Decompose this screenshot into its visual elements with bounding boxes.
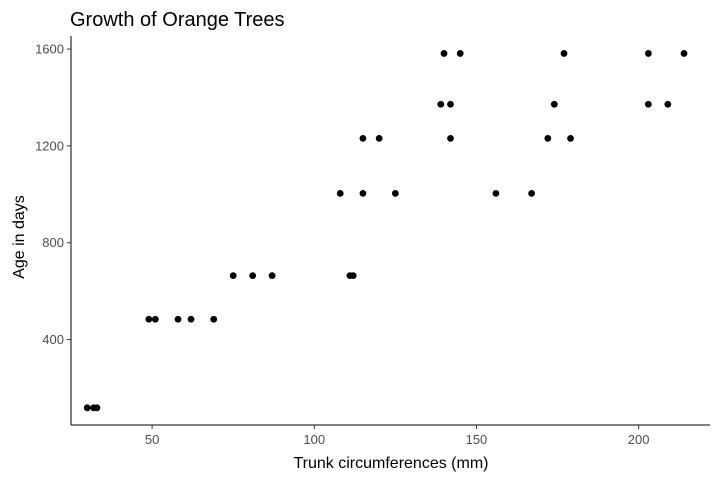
x-tick-label: 50	[145, 432, 159, 447]
data-point	[391, 189, 399, 197]
chart-title: Growth of Orange Trees	[70, 9, 285, 31]
data-point	[249, 272, 257, 280]
y-axis-label: Age in days	[11, 195, 28, 279]
axes	[70, 36, 710, 426]
data-point	[174, 315, 182, 323]
data-point	[268, 272, 276, 280]
data-point	[210, 315, 218, 323]
data-point	[456, 50, 464, 57]
data-point	[349, 272, 357, 280]
data-points	[83, 50, 688, 412]
y-tick-label: 800	[42, 235, 64, 250]
data-point	[567, 134, 574, 142]
data-point	[492, 189, 500, 197]
y-tick-label: 400	[42, 332, 64, 347]
y-axis-ticks: 400 800 1200 1600	[35, 42, 71, 347]
data-point	[93, 404, 101, 412]
data-point	[229, 272, 237, 280]
data-point	[528, 189, 535, 197]
data-point	[664, 100, 672, 108]
data-point	[644, 100, 652, 108]
data-point	[440, 50, 448, 57]
data-point	[550, 100, 558, 108]
data-point	[336, 189, 344, 197]
data-point	[375, 134, 383, 142]
data-point	[359, 189, 367, 197]
data-point	[151, 315, 159, 323]
data-point	[680, 50, 688, 57]
x-tick-label: 200	[628, 432, 650, 447]
y-tick-label: 1600	[35, 42, 64, 57]
data-point	[187, 315, 195, 323]
data-point	[447, 134, 454, 142]
x-tick-label: 150	[466, 432, 488, 447]
x-axis-label: Trunk circumferences (mm)	[294, 455, 489, 472]
data-point	[447, 100, 454, 108]
data-point	[544, 134, 552, 142]
data-point	[560, 50, 568, 57]
data-point	[644, 50, 652, 57]
y-tick-label: 1200	[35, 138, 64, 153]
data-point	[145, 315, 153, 323]
data-point	[359, 134, 367, 142]
x-axis-ticks: 50 100 150 200	[145, 425, 650, 447]
data-point	[83, 404, 91, 412]
x-tick-label: 100	[303, 432, 325, 447]
data-point	[437, 100, 445, 108]
